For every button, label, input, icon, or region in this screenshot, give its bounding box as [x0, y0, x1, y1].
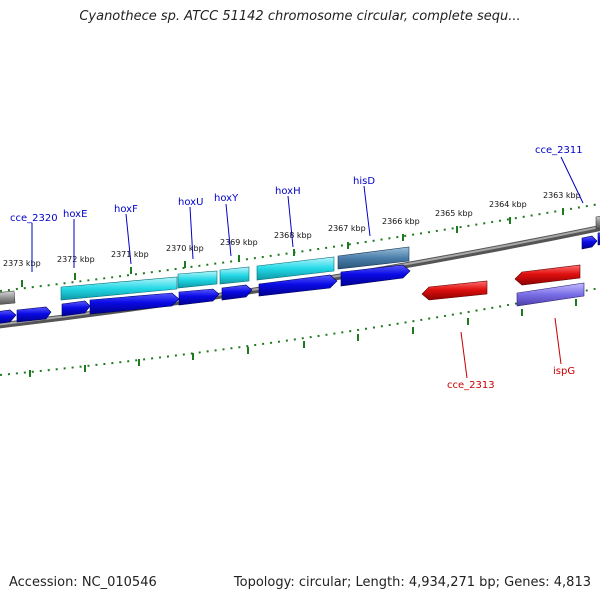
gene-label-hoxE[interactable]: hoxE [63, 209, 87, 220]
gene-label-hoxU[interactable]: hoxU [178, 197, 203, 208]
accession-text: Accession: NC_010546 [9, 575, 157, 590]
major-ticks [21, 208, 577, 377]
tick-label: 2366 kbp [382, 217, 420, 226]
feature-gene-right-gray [595, 215, 600, 230]
label-leaders [31, 156, 584, 379]
feature-gene-hisD [337, 246, 410, 270]
leader-cce2313 [460, 331, 468, 379]
feature-cds-hoxU [178, 288, 220, 306]
gene-label-hoxH[interactable]: hoxH [275, 186, 301, 197]
feature-cds-hoxE [61, 300, 91, 317]
feature-cds-hoxY [221, 284, 253, 301]
gene-label-hoxY[interactable]: hoxY [214, 193, 239, 204]
gene-label-ispG[interactable]: ispG [553, 366, 575, 377]
feature-cds-ispG [514, 264, 581, 286]
leader-ispG [554, 317, 562, 365]
tick-label: 2368 kbp [274, 231, 312, 240]
topology-text: Topology: circular; Length: 4,934,271 bp… [233, 575, 591, 590]
tick-label: 2364 kbp [489, 200, 527, 209]
feature-cds-hisD [340, 264, 411, 287]
tick-label: 2363 kbp [543, 191, 581, 200]
gene-label-cce2313[interactable]: cce_2313 [447, 380, 495, 391]
feature-cds-cce2313 [421, 280, 488, 301]
leader-hoxF [125, 213, 132, 265]
feature-gene-hoxU [177, 270, 218, 289]
leader-hoxY [225, 203, 232, 257]
feature-gene-left-gray [0, 290, 16, 305]
feature-cds-left-edge [0, 309, 17, 324]
gene-label-hoxF[interactable]: hoxF [114, 204, 138, 215]
feature-cds-hoxH [258, 274, 338, 297]
feature-gene-hox-block-1 [60, 276, 178, 301]
tick-label: 2372 kbp [57, 255, 95, 264]
leader-cce2311 [560, 156, 584, 204]
gene-label-cce2320[interactable]: cce_2320 [10, 213, 58, 224]
feature-gene-ispG [516, 282, 585, 307]
tick-label: 2373 kbp [3, 259, 41, 268]
tick-label: 2370 kbp [166, 244, 204, 253]
feature-gene-hoxY [219, 266, 250, 285]
feature-cds-cce2311 [581, 235, 598, 250]
feature-gene-hoxH [256, 256, 335, 281]
leader-hoxH [287, 195, 294, 248]
map-title: Cyanothece sp. ATCC 51142 chromosome cir… [79, 9, 521, 24]
tick-label: 2365 kbp [435, 209, 473, 218]
gene-label-cce2311[interactable]: cce_2311 [535, 145, 583, 156]
tick-label: 2369 kbp [220, 238, 258, 247]
leader-hisD [363, 185, 371, 237]
features [0, 215, 600, 324]
leader-hoxU [189, 206, 194, 260]
feature-cds-cce2320 [16, 306, 52, 323]
feature-cds-hoxF [89, 292, 180, 315]
gene-labels: cce_2320 hoxE hoxF hoxU hoxY hoxH hisD c… [10, 145, 583, 391]
tick-label: 2367 kbp [328, 224, 366, 233]
gene-label-hisD[interactable]: hisD [353, 176, 375, 187]
